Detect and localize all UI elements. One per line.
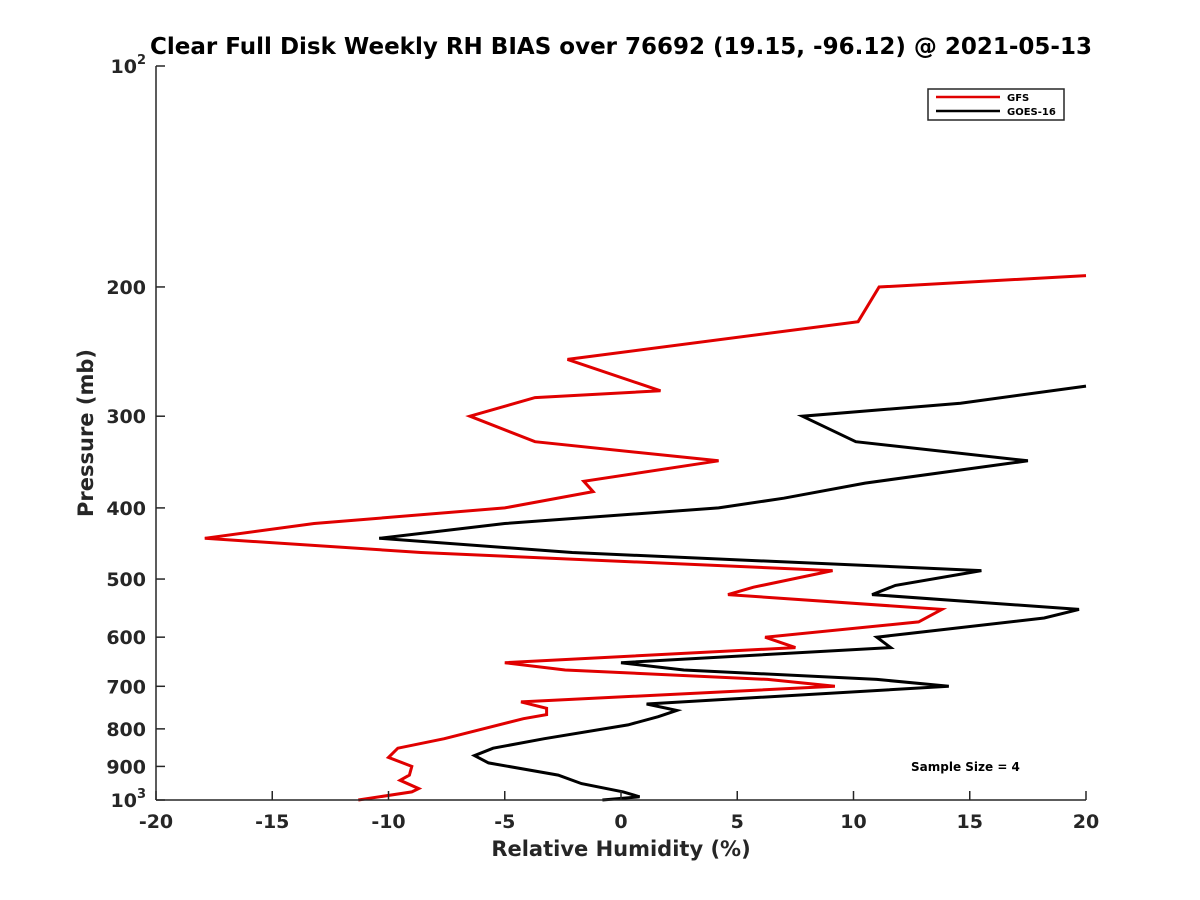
y-tick-label: 103 bbox=[111, 787, 147, 812]
legend: GFS GOES-16 bbox=[927, 88, 1065, 121]
y-tick-label: 600 bbox=[106, 627, 146, 649]
x-tick-label: -20 bbox=[139, 811, 173, 833]
chart-title: Clear Full Disk Weekly RH BIAS over 7669… bbox=[150, 34, 1092, 60]
y-ticks: 102 200 300 400 500 600 700 800 900 103 bbox=[106, 53, 165, 812]
x-tick-label: 10 bbox=[840, 811, 866, 833]
x-tick-label: -15 bbox=[255, 811, 289, 833]
series-layer bbox=[204, 274, 1087, 802]
y-tick-label: 700 bbox=[106, 676, 146, 698]
x-tick-label: -10 bbox=[371, 811, 405, 833]
series-line-gfs bbox=[204, 274, 1087, 802]
sample-size-annotation: Sample Size = 4 bbox=[911, 760, 1020, 774]
y-tick-label: 300 bbox=[106, 406, 146, 428]
x-axis-label: Relative Humidity (%) bbox=[491, 837, 750, 861]
series-line-goes16 bbox=[379, 384, 1087, 802]
x-ticks: -20 -15 -10 -5 0 5 10 15 20 bbox=[139, 791, 1099, 833]
y-tick-label: 800 bbox=[106, 719, 146, 741]
y-tick-label: 102 bbox=[111, 53, 147, 78]
legend-box bbox=[927, 88, 1065, 121]
y-tick-label: 200 bbox=[106, 277, 146, 299]
y-tick-label: 500 bbox=[106, 569, 146, 591]
plot-area bbox=[156, 66, 1086, 800]
x-tick-label: 20 bbox=[1073, 811, 1099, 833]
x-tick-label: 0 bbox=[614, 811, 627, 833]
y-axis-label: Pressure (mb) bbox=[74, 349, 98, 517]
x-tick-label: -5 bbox=[494, 811, 515, 833]
x-tick-label: 15 bbox=[957, 811, 983, 833]
legend-label-gfs: GFS bbox=[1007, 93, 1029, 104]
x-tick-label: 5 bbox=[731, 811, 744, 833]
y-tick-label: 900 bbox=[106, 756, 146, 778]
legend-label-goes16: GOES-16 bbox=[1007, 107, 1056, 118]
y-tick-label: 400 bbox=[106, 498, 146, 520]
